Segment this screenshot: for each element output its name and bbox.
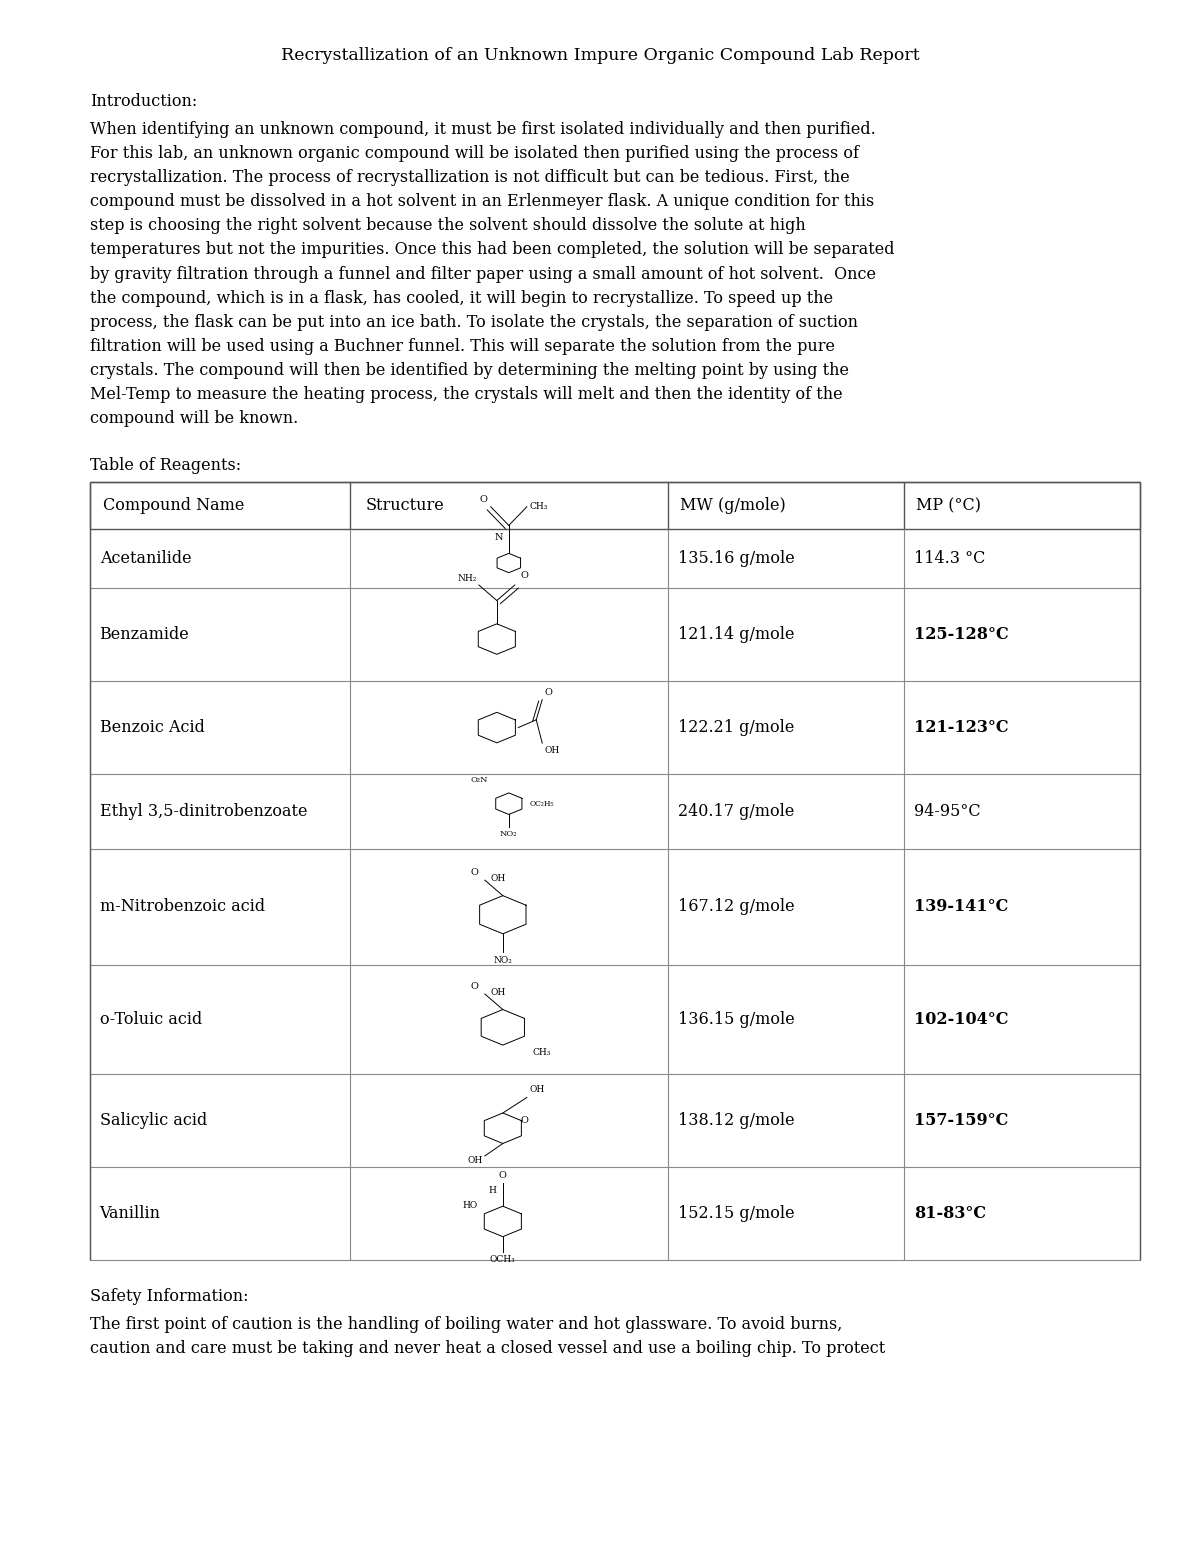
Text: Benzoic Acid: Benzoic Acid	[100, 719, 204, 736]
Text: CH₃: CH₃	[529, 502, 547, 511]
Text: process, the flask can be put into an ice bath. To isolate the crystals, the sep: process, the flask can be put into an ic…	[90, 314, 858, 331]
Text: 94-95°C: 94-95°C	[913, 803, 980, 820]
Text: HO: HO	[462, 1202, 478, 1210]
Text: m-Nitrobenzoic acid: m-Nitrobenzoic acid	[100, 899, 265, 915]
Text: 157-159°C: 157-159°C	[913, 1112, 1008, 1129]
Text: OH: OH	[545, 745, 560, 755]
Text: 152.15 g/mole: 152.15 g/mole	[678, 1205, 794, 1222]
Text: O: O	[479, 495, 487, 503]
Text: OH: OH	[491, 988, 506, 997]
Text: 167.12 g/mole: 167.12 g/mole	[678, 899, 794, 915]
Text: OH: OH	[529, 1086, 545, 1095]
Text: 121.14 g/mole: 121.14 g/mole	[678, 626, 794, 643]
Text: Introduction:: Introduction:	[90, 93, 197, 110]
Text: Structure: Structure	[366, 497, 444, 514]
Text: Ethyl 3,5-dinitrobenzoate: Ethyl 3,5-dinitrobenzoate	[100, 803, 307, 820]
Text: temperatures but not the impurities. Once this had been completed, the solution : temperatures but not the impurities. Onc…	[90, 241, 894, 258]
Text: crystals. The compound will then be identified by determining the melting point : crystals. The compound will then be iden…	[90, 362, 850, 379]
Text: o-Toluic acid: o-Toluic acid	[100, 1011, 202, 1028]
Text: H: H	[488, 1186, 497, 1196]
Text: 102-104°C: 102-104°C	[913, 1011, 1008, 1028]
Text: OH: OH	[467, 1155, 482, 1165]
Text: O: O	[470, 868, 479, 877]
Text: the compound, which is in a flask, has cooled, it will begin to recrystallize. T: the compound, which is in a flask, has c…	[90, 289, 833, 306]
Text: Salicylic acid: Salicylic acid	[100, 1112, 206, 1129]
Text: Mel-Temp to measure the heating process, the crystals will melt and then the ide: Mel-Temp to measure the heating process,…	[90, 385, 842, 402]
Text: MW (g/mole): MW (g/mole)	[680, 497, 786, 514]
Text: step is choosing the right solvent because the solvent should dissolve the solut: step is choosing the right solvent becau…	[90, 217, 805, 235]
Text: 138.12 g/mole: 138.12 g/mole	[678, 1112, 794, 1129]
Text: caution and care must be taking and never heat a closed vessel and use a boiling: caution and care must be taking and neve…	[90, 1340, 886, 1357]
Text: 240.17 g/mole: 240.17 g/mole	[678, 803, 794, 820]
Text: O₂N: O₂N	[470, 776, 487, 784]
Text: Recrystallization of an Unknown Impure Organic Compound Lab Report: Recrystallization of an Unknown Impure O…	[281, 47, 919, 64]
Text: Safety Information:: Safety Information:	[90, 1287, 248, 1305]
Text: For this lab, an unknown organic compound will be isolated then purified using t: For this lab, an unknown organic compoun…	[90, 146, 859, 162]
Text: NO₂: NO₂	[493, 955, 512, 964]
Text: 114.3 °C: 114.3 °C	[913, 550, 985, 567]
Text: by gravity filtration through a funnel and filter paper using a small amount of : by gravity filtration through a funnel a…	[90, 266, 876, 283]
Text: Vanillin: Vanillin	[100, 1205, 161, 1222]
Text: O: O	[521, 1117, 529, 1124]
Text: 139-141°C: 139-141°C	[913, 899, 1008, 915]
Text: When identifying an unknown compound, it must be first isolated individually and: When identifying an unknown compound, it…	[90, 121, 876, 138]
Text: O: O	[521, 572, 529, 581]
Text: recrystallization. The process of recrystallization is not difficult but can be : recrystallization. The process of recrys…	[90, 169, 850, 186]
Text: Table of Reagents:: Table of Reagents:	[90, 457, 241, 474]
Text: 125-128°C: 125-128°C	[913, 626, 1008, 643]
Text: MP (°C): MP (°C)	[916, 497, 980, 514]
Text: OC₂H₅: OC₂H₅	[530, 800, 554, 808]
Text: CH₃: CH₃	[533, 1048, 551, 1058]
Text: The first point of caution is the handling of boiling water and hot glassware. T: The first point of caution is the handli…	[90, 1315, 842, 1332]
Text: 121-123°C: 121-123°C	[913, 719, 1008, 736]
Text: compound will be known.: compound will be known.	[90, 410, 299, 427]
Text: O: O	[499, 1171, 506, 1180]
Text: 81-83°C: 81-83°C	[913, 1205, 985, 1222]
Text: 135.16 g/mole: 135.16 g/mole	[678, 550, 794, 567]
Text: N: N	[494, 533, 503, 542]
Text: O: O	[470, 981, 479, 991]
Text: 136.15 g/mole: 136.15 g/mole	[678, 1011, 794, 1028]
Text: NH₂: NH₂	[457, 575, 476, 584]
Text: compound must be dissolved in a hot solvent in an Erlenmeyer flask. A unique con: compound must be dissolved in a hot solv…	[90, 193, 875, 210]
Text: Acetanilide: Acetanilide	[100, 550, 191, 567]
Text: O: O	[545, 688, 552, 696]
Text: Benzamide: Benzamide	[100, 626, 190, 643]
Text: 122.21 g/mole: 122.21 g/mole	[678, 719, 794, 736]
Text: OH: OH	[491, 874, 506, 884]
Text: OCH₃: OCH₃	[490, 1255, 516, 1264]
Text: Compound Name: Compound Name	[103, 497, 245, 514]
Text: filtration will be used using a Buchner funnel. This will separate the solution : filtration will be used using a Buchner …	[90, 337, 835, 354]
Text: NO₂: NO₂	[500, 829, 517, 839]
